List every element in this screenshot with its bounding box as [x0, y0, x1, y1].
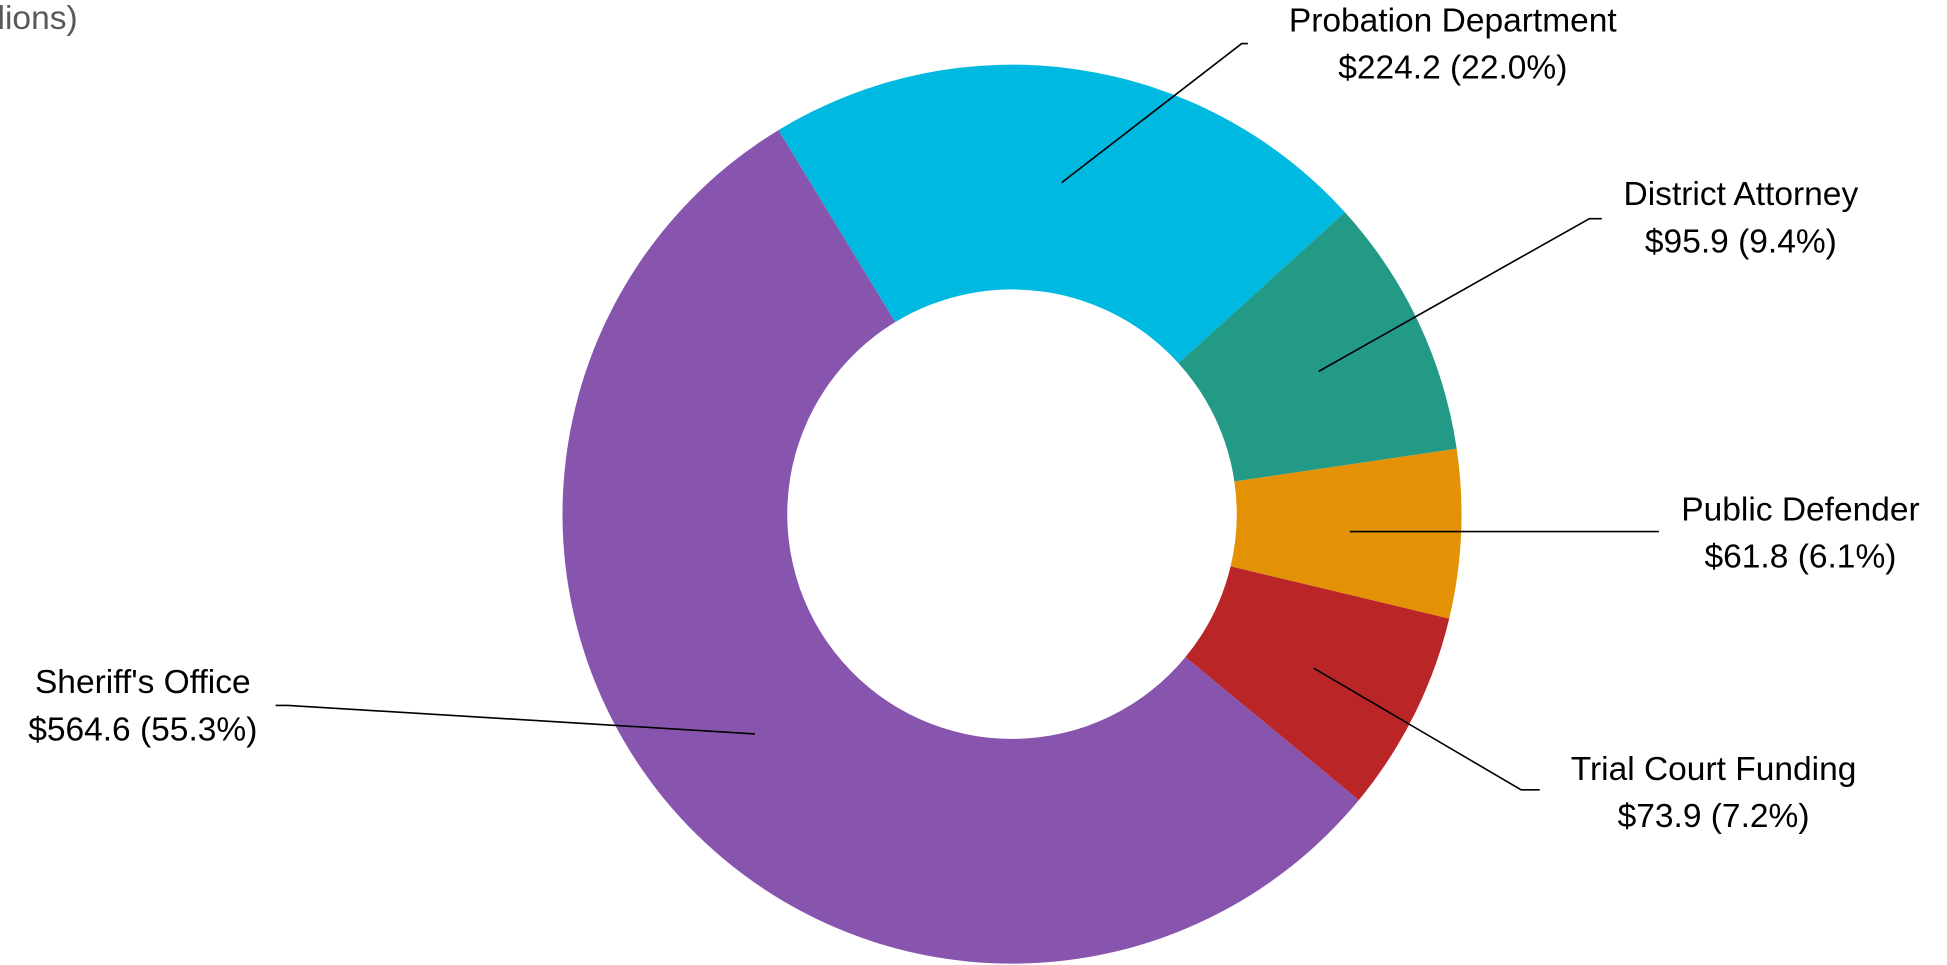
- page: {"chart_data": {"type": "donut", "title"…: [0, 0, 1947, 965]
- chart-title: lions): [0, 0, 78, 37]
- chart: lions) Probation Department $224.2 (22.0%…: [0, 0, 1947, 965]
- slice-label: District Attorney: [1624, 176, 1859, 213]
- value-label: $61.8 (6.1%): [1705, 539, 1897, 576]
- value-label: $564.6 (55.3%): [28, 711, 257, 748]
- slice-label: Public Defender: [1681, 492, 1919, 529]
- slice-label: Sheriff's Office: [35, 664, 251, 701]
- value-label: $73.9 (7.2%): [1618, 798, 1810, 835]
- slice-label: Trial Court Funding: [1571, 751, 1857, 788]
- value-label: $224.2 (22.0%): [1338, 49, 1567, 86]
- value-label: $95.9 (9.4%): [1645, 223, 1837, 260]
- slice-label: Probation Department: [1289, 2, 1618, 39]
